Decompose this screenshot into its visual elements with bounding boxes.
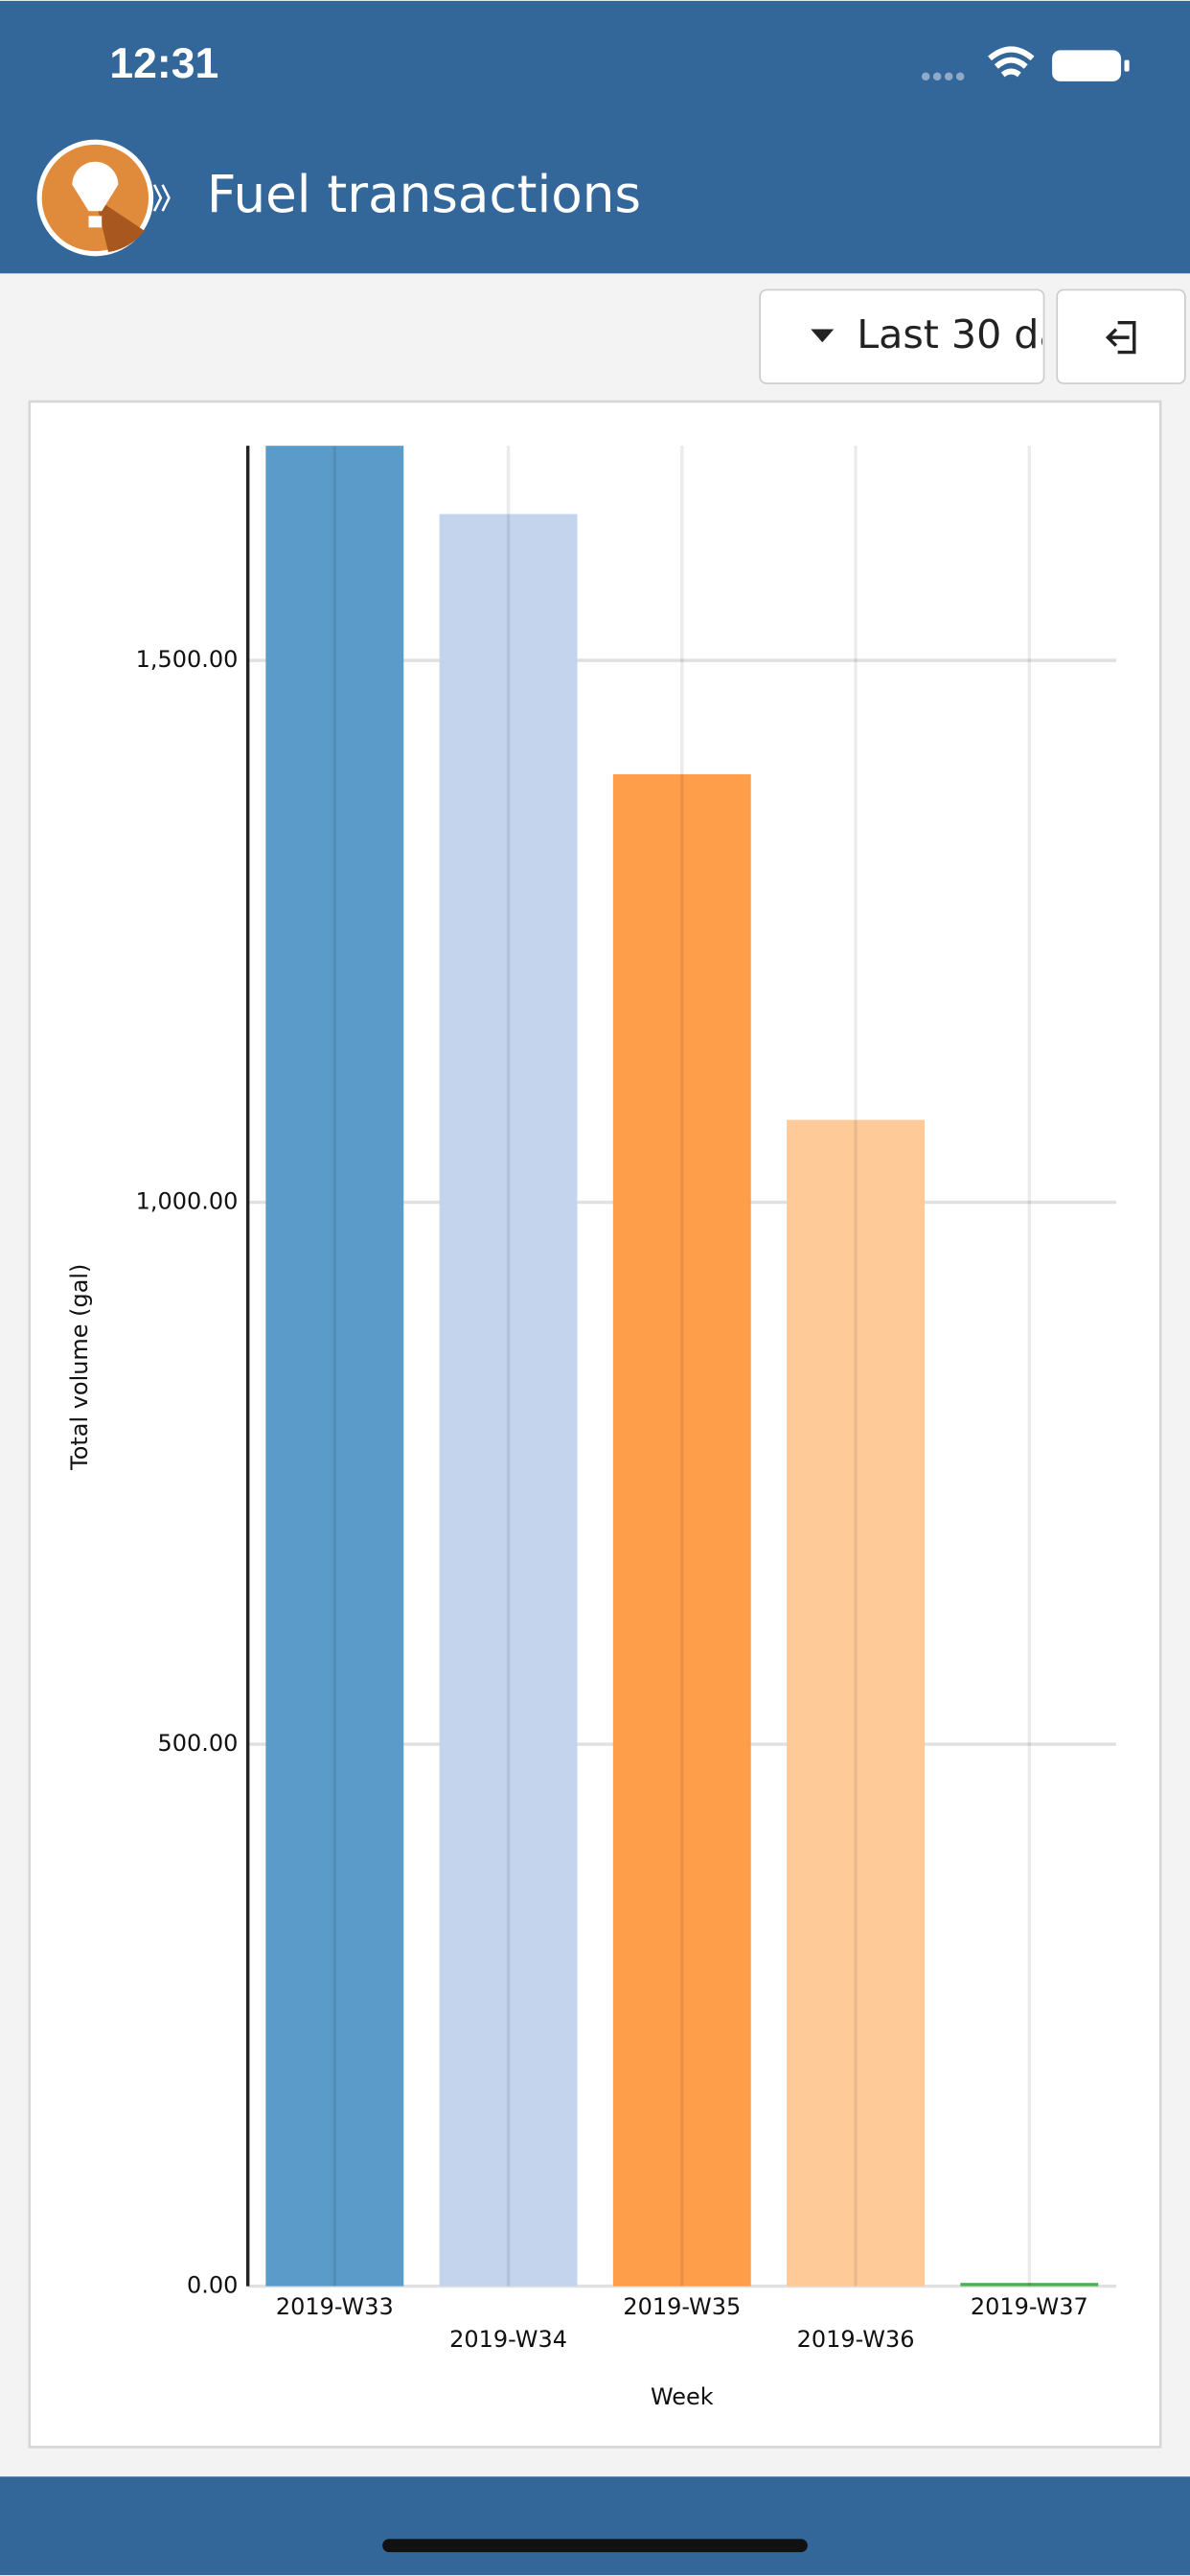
logout-button[interactable] (1056, 288, 1186, 384)
bar (265, 446, 404, 2287)
battery-tip (1124, 59, 1130, 72)
range-dropdown[interactable]: Last 30 days (759, 288, 1107, 384)
bar (612, 773, 751, 2287)
bottom-bar (0, 2476, 1190, 2576)
battery-icon (1052, 50, 1122, 81)
x-tick-label: 2019-W34 (449, 2326, 567, 2353)
y-tick-label: 1,500.00 (136, 646, 239, 673)
bar (787, 1119, 925, 2287)
x-tick-label: 2019-W33 (276, 2293, 394, 2320)
page-title: Fuel transactions (207, 165, 641, 224)
app-logo[interactable] (36, 139, 171, 257)
signal-icon (921, 72, 965, 81)
y-tick-label: 500.00 (158, 1730, 239, 1757)
y-tick-label: 1,000.00 (136, 1188, 239, 1215)
x-tick-label: 2019-W36 (797, 2326, 915, 2353)
wifi-icon (988, 46, 1035, 78)
status-time: 12:31 (109, 40, 218, 87)
x-tick-label: 2019-W35 (623, 2293, 741, 2320)
x-axis-title: Week (651, 2383, 714, 2410)
y-tick-label: 0.00 (187, 2272, 238, 2299)
range-label: Last 30 days (857, 311, 1107, 357)
y-axis-title: Total volume (gal) (66, 1264, 93, 1471)
app-header (0, 0, 1190, 274)
x-tick-label: 2019-W37 (971, 2293, 1088, 2320)
home-indicator (382, 2539, 808, 2553)
chart-card (28, 400, 1162, 2449)
bar (439, 514, 578, 2287)
chart: 0.00 500.00 1,000.00 1,500.00 2019-W33 2019-W… (66, 446, 1116, 2410)
bar (960, 2283, 1099, 2287)
